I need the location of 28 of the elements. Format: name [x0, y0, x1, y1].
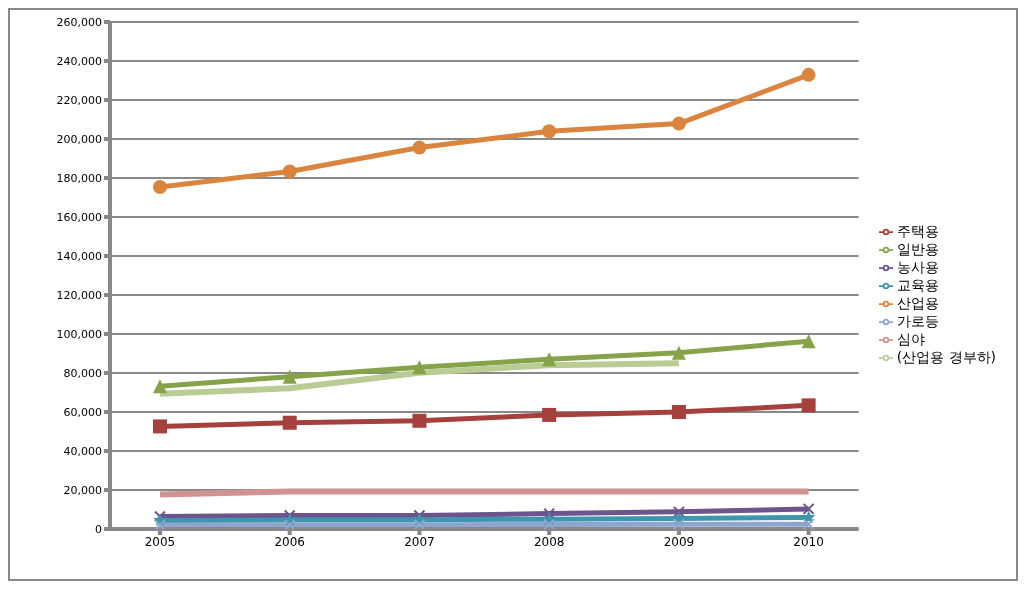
y-tick-label: 80,000	[63, 366, 102, 380]
x-tick-label: 2008	[533, 534, 565, 549]
legend-label: 산업용	[896, 294, 939, 311]
y-tick-label: 20,000	[63, 483, 102, 497]
x-tick-label: 2007	[404, 534, 435, 549]
y-tick-label: 40,000	[63, 444, 102, 458]
y-tick-label: 140,000	[56, 249, 102, 263]
y-tick-label: 100,000	[56, 327, 102, 341]
y-tick-label: 120,000	[56, 288, 102, 302]
legend-label: 일반용	[896, 240, 939, 257]
legend-label: 농사용	[896, 258, 939, 275]
x-tick-label: 2005	[144, 534, 176, 549]
y-tick-label: 160,000	[56, 210, 102, 224]
legend-label: 교육용	[896, 276, 939, 293]
y-tick-label: 220,000	[56, 93, 102, 107]
legend-label: 주택용	[896, 222, 939, 239]
x-tick-label: 2010	[793, 534, 824, 549]
legend-label: 가로등	[896, 312, 939, 329]
legend-label: (산업용 경부하)	[896, 348, 996, 365]
y-tick-label: 260,000	[56, 15, 102, 29]
y-tick-label: 180,000	[56, 171, 102, 185]
y-tick-label: 240,000	[56, 54, 102, 68]
x-tick-label: 2009	[663, 534, 695, 549]
x-tick-label: 2006	[274, 534, 305, 549]
y-tick-label: 0	[95, 522, 102, 536]
y-tick-label: 60,000	[63, 405, 102, 419]
legend-label: 심야	[896, 330, 925, 347]
y-tick-label: 200,000	[56, 132, 102, 146]
